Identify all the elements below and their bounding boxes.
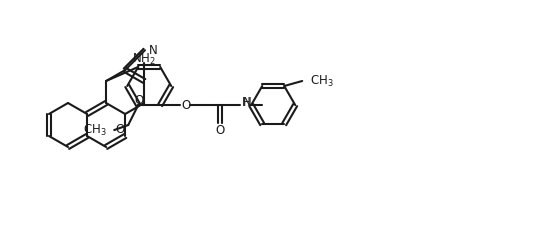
Text: O: O (181, 99, 191, 112)
Text: O: O (115, 122, 125, 136)
Text: O: O (134, 94, 144, 108)
Text: NH$_2$: NH$_2$ (132, 51, 156, 67)
Text: N: N (148, 44, 157, 57)
Text: O: O (216, 123, 225, 137)
Text: H: H (242, 96, 250, 109)
Text: CH$_3$: CH$_3$ (310, 73, 334, 88)
Text: CH$_3$: CH$_3$ (82, 122, 106, 138)
Text: N: N (243, 96, 252, 109)
